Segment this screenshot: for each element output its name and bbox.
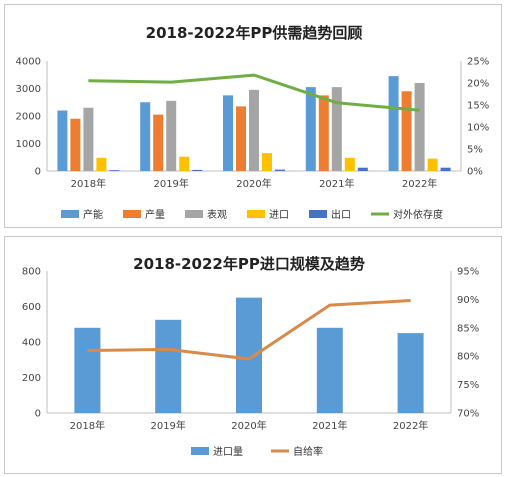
- bar-进口: [179, 156, 190, 171]
- legend-swatch-产能: [61, 210, 79, 218]
- bar-产能: [223, 95, 233, 171]
- bar-产量: [236, 106, 246, 171]
- bar-出口: [440, 167, 451, 171]
- bar-产量: [401, 91, 412, 171]
- legend-swatch-产量: [123, 210, 141, 218]
- legend-label: 产量: [145, 208, 165, 221]
- y2-tick-label: 75%: [457, 380, 479, 391]
- x-tick-label: 2020年: [231, 419, 266, 432]
- y2-tick-label: 80%: [457, 352, 479, 363]
- bar-表观: [331, 87, 342, 171]
- bar-表观: [166, 100, 177, 171]
- y-tick-label: 600: [22, 302, 41, 313]
- y2-tick-label: 95%: [457, 267, 479, 278]
- legend-label: 出口: [331, 208, 351, 221]
- bar-进口: [427, 158, 438, 171]
- y2-tick-label: 70%: [457, 409, 479, 420]
- bar-表观: [414, 83, 425, 171]
- bar-出口: [109, 170, 120, 171]
- chart-title: 2018-2022年PP供需趋势回顾: [146, 24, 363, 42]
- x-tick-label: 2022年: [402, 177, 437, 190]
- bar-进口量: [74, 327, 101, 413]
- bar-产能: [388, 76, 399, 171]
- bar-出口: [357, 167, 368, 171]
- x-tick-label: 2019年: [150, 419, 185, 432]
- legend-label: 表观: [207, 208, 227, 221]
- bar-进口量: [397, 333, 424, 413]
- x-tick-label: 2020年: [236, 177, 271, 190]
- legend-label: 进口: [269, 209, 289, 221]
- legend-label: 自给率: [293, 445, 323, 458]
- bar-产量: [153, 114, 164, 171]
- y-tick-label: 0: [35, 409, 41, 420]
- y-tick-label: 200: [22, 373, 41, 384]
- x-tick-label: 2021年: [312, 419, 347, 432]
- y2-tick-label: 85%: [457, 323, 479, 334]
- y2-tick-label: 15%: [467, 101, 489, 112]
- x-tick-label: 2018年: [71, 177, 106, 190]
- y2-tick-label: 90%: [457, 295, 479, 306]
- x-tick-label: 2021年: [319, 177, 354, 190]
- x-tick-label: 2018年: [70, 419, 105, 432]
- x-tick-label: 2022年: [393, 419, 428, 432]
- y-tick-label: 400: [22, 338, 41, 349]
- y-tick-label: 3000: [16, 84, 41, 95]
- legend-swatch-进口量: [191, 447, 209, 455]
- bar-进口量: [155, 319, 182, 413]
- y-tick-label: 800: [22, 267, 41, 278]
- bar-产能: [140, 102, 151, 171]
- bar-进口: [344, 157, 355, 171]
- bar-进口: [262, 153, 272, 171]
- y2-tick-label: 5%: [467, 145, 483, 156]
- y-tick-label: 0: [35, 167, 41, 178]
- y-tick-label: 1000: [16, 139, 41, 150]
- supply-demand-chart: 2018-2022年PP供需趋势回顾 0 1000 2000 3000 4000 0% 5% 1…: [16, 24, 490, 221]
- import-chart-panel: 2018-2022年PP进口规模及趋势 0 200 400 600 800 70% 75% 80…: [4, 236, 502, 474]
- bar-表观: [249, 89, 259, 171]
- legend-label: 对外依存度: [393, 208, 443, 221]
- bar-出口: [275, 169, 285, 171]
- y2-tick-label: 10%: [467, 123, 489, 134]
- y2-tick-label: 0%: [467, 167, 483, 178]
- supply-demand-chart-panel: 2018-2022年PP供需趋势回顾 0 1000 2000 3000 4000 0% 5% 1…: [4, 4, 502, 228]
- y2-tick-label: 25%: [467, 57, 489, 68]
- bar-进口量: [316, 327, 343, 413]
- bar-产量: [70, 118, 81, 171]
- legend-label: 产能: [83, 208, 103, 221]
- legend-label: 进口量: [213, 446, 243, 458]
- y-tick-label: 4000: [16, 57, 41, 68]
- import-chart: 2018-2022年PP进口规模及趋势 0 200 400 600 800 70% 75% 80…: [22, 255, 479, 458]
- bar-进口量: [236, 297, 262, 413]
- legend-swatch-表观: [185, 210, 203, 218]
- y2-tick-label: 20%: [467, 79, 489, 90]
- x-tick-label: 2019年: [153, 177, 188, 190]
- chart-title: 2018-2022年PP进口规模及趋势: [133, 255, 365, 273]
- bar-产能: [305, 87, 316, 171]
- bar-产能: [57, 110, 68, 171]
- legend-swatch-进口: [247, 210, 265, 218]
- bar-出口: [192, 169, 203, 171]
- bar-进口: [96, 157, 107, 171]
- bar-表观: [83, 107, 94, 171]
- bar-产量: [318, 95, 329, 171]
- y-tick-label: 2000: [16, 112, 41, 123]
- legend-swatch-出口: [309, 210, 327, 218]
